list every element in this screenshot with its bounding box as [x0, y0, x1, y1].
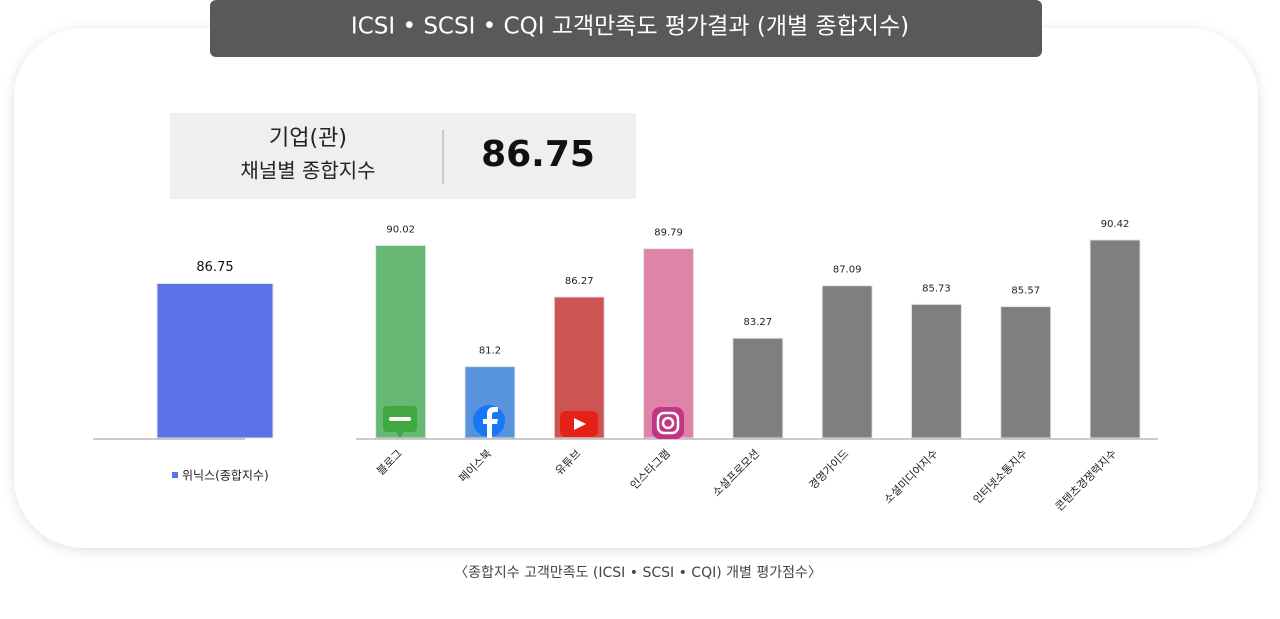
- bar: [732, 337, 784, 439]
- value-label: 90.02: [386, 224, 415, 235]
- bar: [821, 285, 873, 439]
- value-label: 83.27: [744, 317, 773, 328]
- blog-icon-line: [389, 417, 411, 421]
- instagram-frame: [656, 411, 680, 435]
- value-label: 86.27: [565, 276, 594, 287]
- summary-box: [170, 113, 636, 199]
- summary-label: 기업(관): [269, 126, 347, 151]
- legend-swatch: [172, 472, 178, 478]
- value-label: 85.73: [922, 283, 951, 294]
- bar: [1089, 239, 1141, 439]
- instagram-lens: [661, 416, 675, 430]
- header-bar: [210, 0, 1042, 57]
- bar: [910, 303, 962, 439]
- summary-value: 86.75: [481, 134, 595, 175]
- bar: [156, 283, 274, 439]
- value-label: 86.75: [196, 260, 233, 275]
- legend-label: 위닉스(종합지수): [182, 469, 269, 483]
- blog-icon-tail: [396, 432, 404, 438]
- facebook-f: [483, 407, 498, 438]
- bar: [375, 244, 427, 439]
- bar: [1000, 306, 1052, 439]
- value-label: 85.57: [1011, 286, 1040, 297]
- value-label: 87.09: [833, 265, 862, 276]
- summary-label: 채널별 종합지수: [240, 159, 375, 183]
- value-label: 90.42: [1101, 219, 1130, 230]
- value-label: 89.79: [654, 228, 683, 239]
- header-title: ICSI • SCSI • CQI 고객만족도 평가결과 (개별 종합지수): [351, 14, 909, 40]
- youtube-play: [574, 418, 586, 430]
- value-label: 81.2: [479, 346, 501, 357]
- icons: [383, 405, 684, 439]
- bar: [643, 248, 695, 439]
- caption: 〈종합지수 고객만족도 (ICSI • SCSI • CQI) 개별 평가점수〉: [454, 565, 822, 581]
